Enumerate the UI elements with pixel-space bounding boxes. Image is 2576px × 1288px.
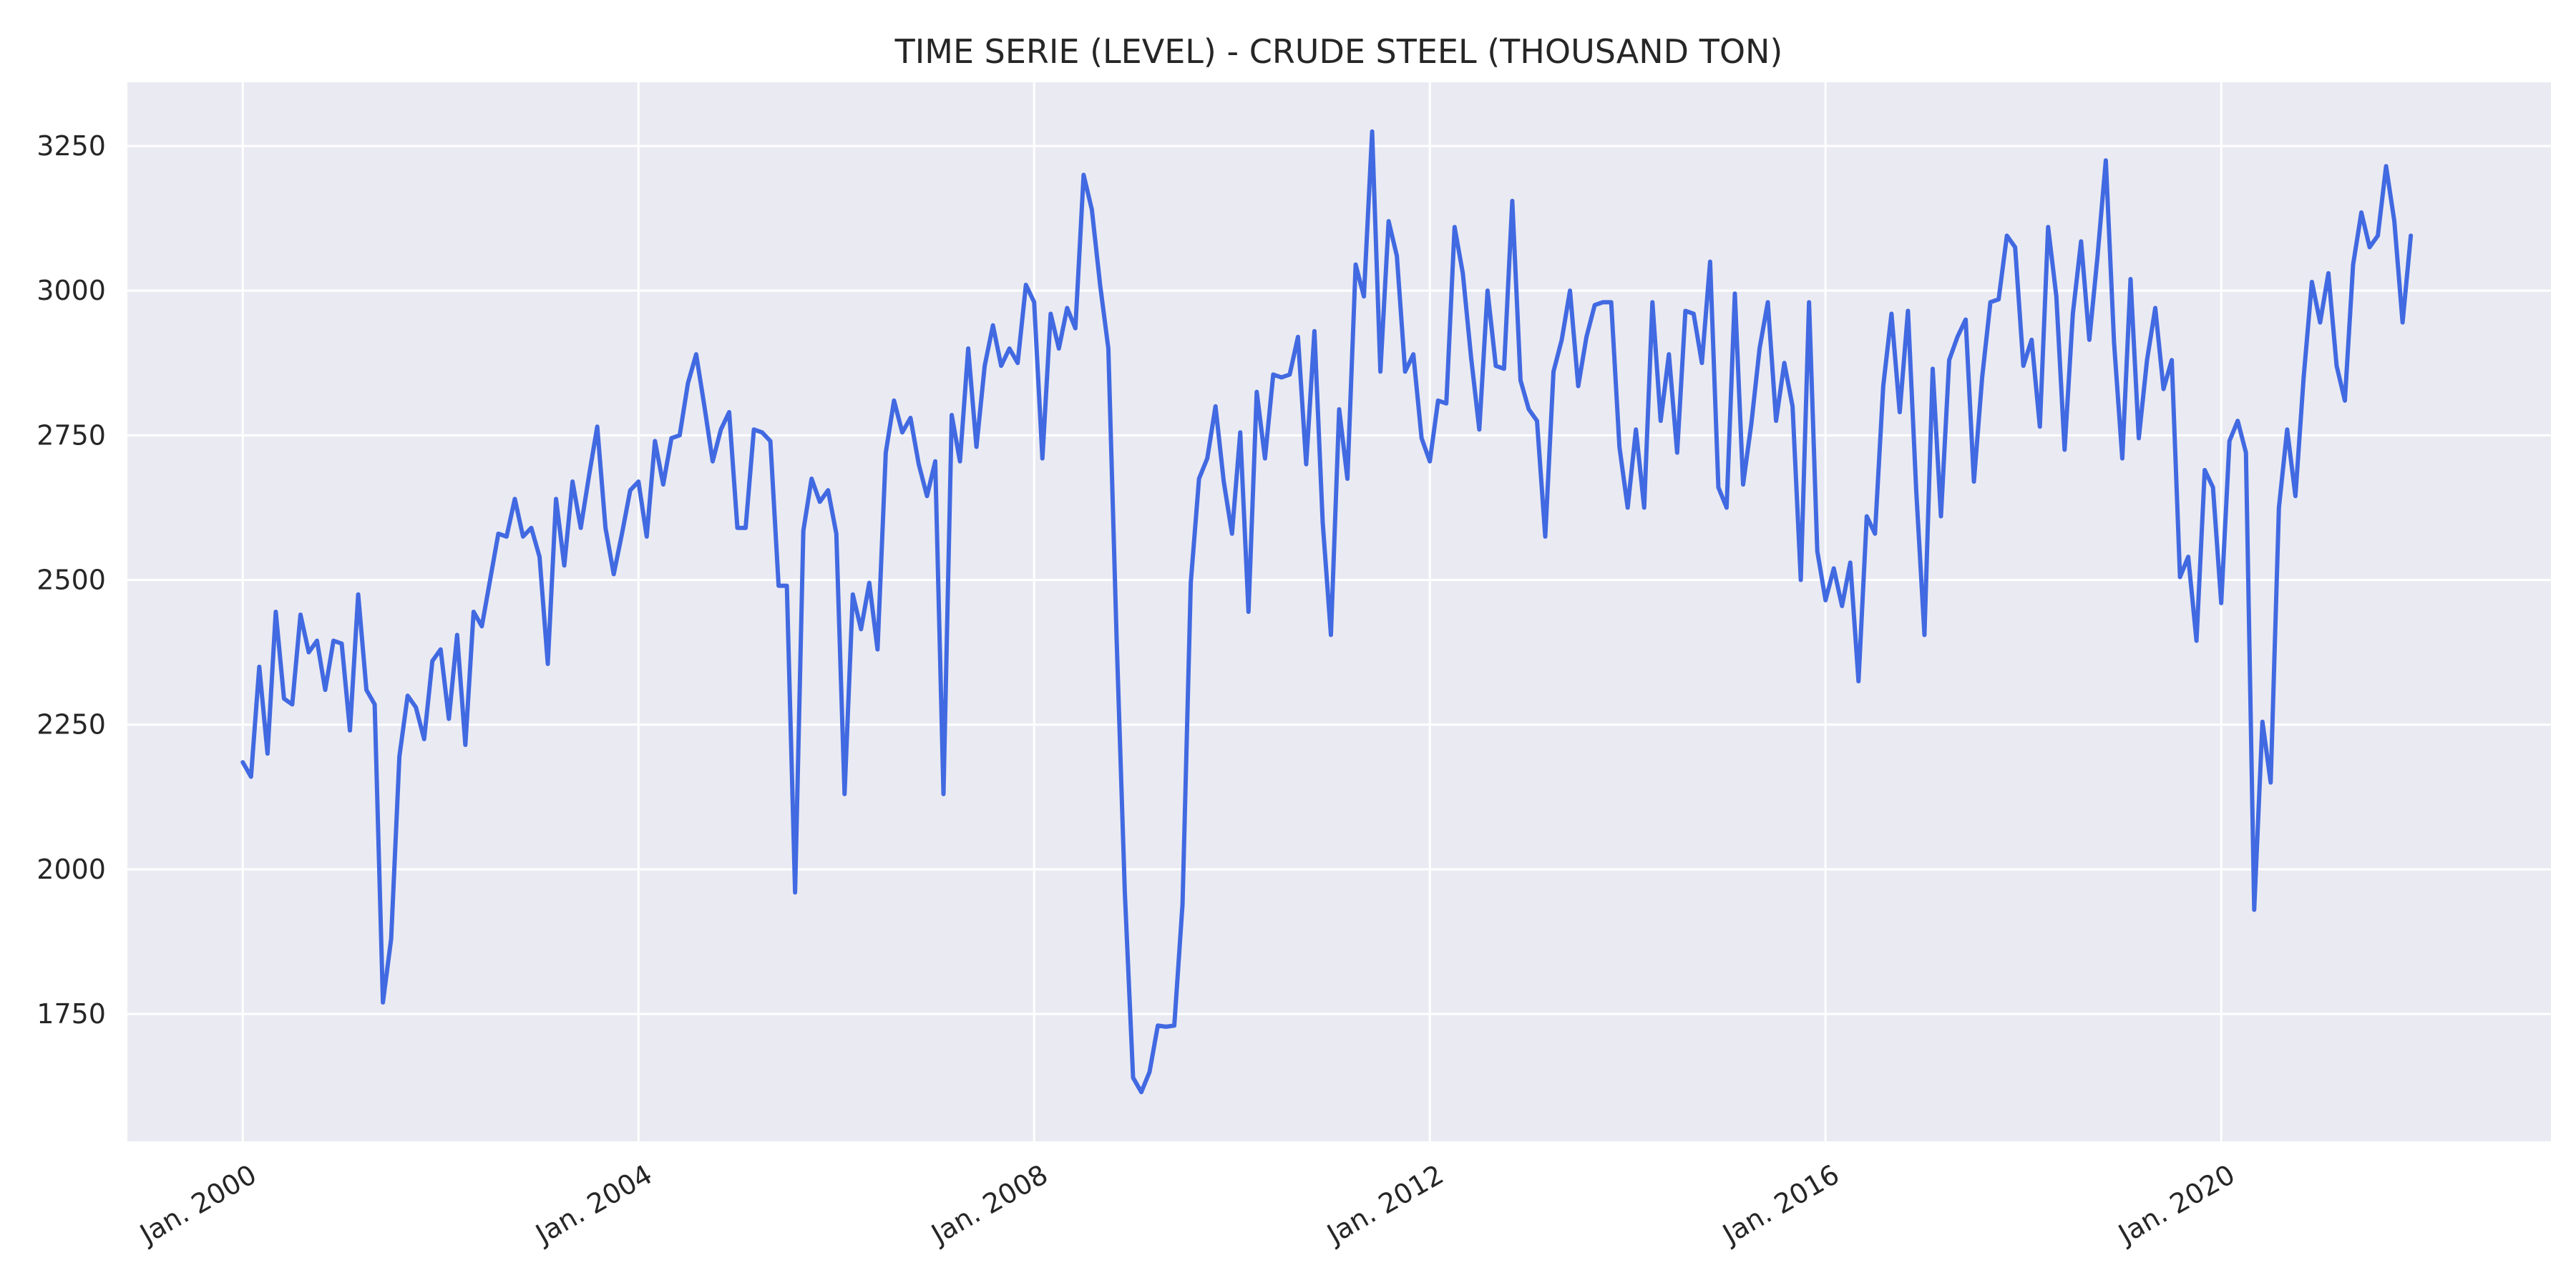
y-tick-labels: 1750 2000 2250 2500 2750 3000 3250 bbox=[36, 130, 106, 1030]
y-tick-label: 2500 bbox=[36, 565, 106, 596]
x-tick-labels: Jan. 2000 Jan. 2004 Jan. 2008 Jan. 2012 Jan.… bbox=[134, 1158, 2240, 1251]
y-tick-label: 3250 bbox=[36, 130, 106, 162]
x-tick-label: Jan. 2004 bbox=[530, 1158, 658, 1251]
chart-title: TIME SERIE (LEVEL) - CRUDE STEEL (THOUSA… bbox=[894, 32, 1783, 71]
y-tick-label: 2250 bbox=[36, 709, 106, 741]
y-tick-label: 2750 bbox=[36, 419, 106, 451]
x-tick-label: Jan. 2020 bbox=[2112, 1158, 2240, 1251]
x-tick-label: Jan. 2000 bbox=[134, 1158, 262, 1251]
y-gridlines bbox=[127, 145, 2551, 1015]
y-tick-label: 1750 bbox=[36, 998, 106, 1030]
y-tick-label: 3000 bbox=[36, 275, 106, 306]
plot-background bbox=[127, 82, 2551, 1141]
x-tick-label: Jan. 2008 bbox=[925, 1158, 1053, 1251]
x-tick-label: Jan. 2012 bbox=[1321, 1158, 1449, 1251]
y-tick-label: 2000 bbox=[36, 854, 106, 885]
series-line bbox=[240, 129, 2414, 1095]
x-tick-label: Jan. 2016 bbox=[1717, 1158, 1845, 1251]
x-gridlines bbox=[241, 82, 2223, 1141]
